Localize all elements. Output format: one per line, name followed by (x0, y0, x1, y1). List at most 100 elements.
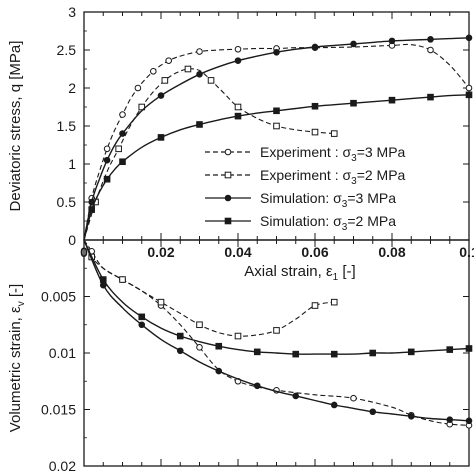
bottom-series-1-point (196, 321, 203, 329)
bottom-series-1-point (330, 298, 338, 306)
top-series-0-point (465, 84, 473, 92)
bottom-y-tick-label: 0.01 (49, 345, 76, 361)
bottom-series-3-point (99, 276, 107, 283)
bottom-y-tick-label: 0.015 (41, 402, 76, 418)
bottom-series-2-point (215, 367, 223, 375)
top-series-1-point (115, 145, 122, 153)
x-tick-label: 0.04 (224, 244, 251, 260)
bottom-series-2-point (446, 416, 454, 423)
bottom-series-2-point (176, 347, 184, 355)
top-series-3-point (427, 93, 434, 101)
top-series-3-point (157, 134, 165, 141)
bottom-series-2-point (330, 401, 338, 409)
top-series-line-0 (83, 43, 470, 241)
top-series-1-point (311, 128, 319, 136)
top-series-1-point (234, 103, 242, 111)
top-series-2-point (103, 156, 111, 164)
bottom-y-axis-title: Volumetric strain, εv [-] (7, 284, 27, 432)
bottom-series-1-point (234, 332, 242, 340)
top-series-0-point (196, 48, 203, 55)
top-series-3-point (388, 96, 396, 104)
top-y-tick-label: 0.5 (57, 194, 77, 210)
top-series-3-point (311, 102, 319, 110)
bottom-series-1-point (273, 327, 280, 334)
top-y-tick-label: 1 (68, 156, 76, 172)
bottom-series-2-point (407, 412, 415, 420)
top-series-0-point (234, 45, 242, 53)
bottom-y-tick-label: 0.02 (49, 458, 76, 474)
bottom-panel: 0 0.02 0.04 0.06 0.08 0.1 0.005 0.01 0.015 0.02 (41, 239, 474, 474)
axis-titles: Deviatoric stress, q [MPa] Volumetric str… (7, 41, 356, 433)
x-tick-label: 0.02 (147, 244, 174, 260)
top-series-2-point (465, 34, 473, 42)
top-series-1-point (138, 103, 146, 111)
top-series-2-point (311, 43, 319, 51)
top-series-1-point (184, 65, 192, 73)
top-series-3-point (273, 107, 280, 115)
x-tick-label: 0.08 (378, 244, 405, 260)
top-series-3-point (465, 91, 473, 99)
top-series-2-point (234, 57, 242, 64)
top-series-3-point (103, 175, 111, 183)
bottom-series-3-point (407, 348, 415, 356)
x-axis-title: Axial strain, ε1 [-] (244, 263, 355, 283)
bottom-series-3-point (446, 346, 454, 353)
top-series-0-point (165, 57, 172, 64)
bottom-series-2-point (465, 417, 473, 425)
top-series-2-point (427, 36, 434, 43)
top-y-tick-label: 1.5 (57, 118, 77, 134)
top-series-0-point (119, 111, 126, 118)
top-series-1-point (273, 122, 280, 130)
top-series-3-point (234, 112, 242, 120)
bottom-y-tick-label: 0.005 (41, 289, 76, 305)
top-series-2-point (350, 40, 357, 48)
legend-marker (224, 217, 232, 225)
bottom-series-3-point (253, 348, 261, 356)
bottom-series-1-point (311, 302, 319, 309)
top-series-2-point (196, 71, 203, 78)
bottom-series-3-point (369, 349, 377, 357)
bottom-series-line-3 (83, 239, 470, 355)
bottom-series-line-2 (83, 239, 470, 422)
top-series-line-2 (83, 37, 470, 241)
top-y-tick-label: 2 (68, 80, 76, 96)
legend-label: Experiment : σ3=2 MPa (260, 167, 406, 187)
legend-marker (224, 171, 232, 179)
legend-label: Simulation: σ3=2 MPa (260, 213, 396, 233)
legend: Experiment : σ3=3 MPa Experiment : σ3=2 M… (205, 144, 406, 233)
legend-label: Simulation: σ3=3 MPa (260, 190, 396, 210)
bottom-series-2-point (138, 321, 146, 329)
bottom-series-3-point (176, 332, 184, 340)
top-series-3-point (88, 206, 96, 213)
x-tick-label: 0 (80, 244, 88, 260)
top-series-0-point (427, 46, 434, 54)
top-series-0-point (134, 84, 142, 92)
top-series-0-point (150, 67, 157, 75)
bottom-series-2-point (369, 408, 377, 416)
bottom-series-1-point (157, 298, 165, 306)
bottom-series-3-point (215, 342, 223, 350)
top-series-2-point (273, 48, 280, 56)
top-y-tick-label: 0 (68, 232, 76, 248)
bottom-series-line-1 (83, 239, 335, 337)
legend-marker (224, 148, 232, 156)
top-series-3-point (119, 158, 126, 166)
top-series-1-point (330, 130, 338, 137)
bottom-series-3-point (292, 350, 300, 358)
bottom-series-1-point (119, 276, 126, 283)
top-series-2-point (157, 92, 165, 99)
top-y-tick-label: 2.5 (57, 42, 77, 58)
top-y-axis-title: Deviatoric stress, q [MPa] (7, 41, 24, 212)
legend-marker (224, 194, 232, 202)
top-series-2-point (388, 37, 396, 45)
bottom-series-3-point (465, 345, 473, 352)
bottom-series-0-point (350, 394, 357, 402)
bottom-series-2-point (253, 382, 261, 390)
bottom-series-2-point (292, 392, 300, 400)
x-tick-label: 0.06 (301, 244, 328, 260)
x-tick-label: 0.1 (459, 244, 474, 260)
top-series-2-point (119, 130, 126, 137)
top-series-3-point (196, 121, 203, 128)
legend-label: Experiment : σ3=3 MPa (260, 144, 406, 164)
